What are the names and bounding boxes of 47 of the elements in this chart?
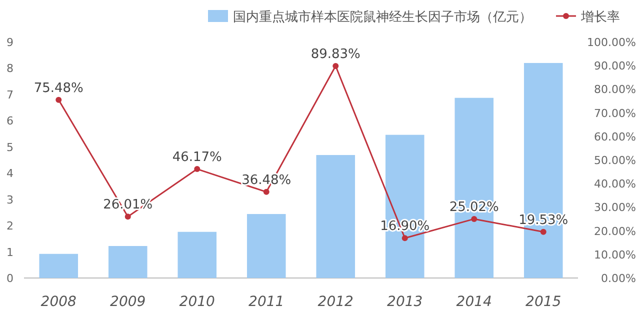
legend-label: 增长率 xyxy=(580,9,620,25)
y2-tick-label: 0.00% xyxy=(601,272,636,285)
y2-tick-label: 90.00% xyxy=(594,60,636,73)
bar xyxy=(316,155,356,278)
bar xyxy=(246,214,286,278)
point xyxy=(56,96,62,103)
y-tick-label: 9 xyxy=(6,36,14,49)
x-tick-label: 2015 xyxy=(526,294,562,310)
x-tick-label: 2009 xyxy=(110,294,146,310)
y-tick-label: 3 xyxy=(6,193,14,206)
y-tick-label: 1 xyxy=(6,246,14,259)
y2-tick-label: 60.00% xyxy=(594,130,636,144)
y2-tick-label: 40.00% xyxy=(594,178,636,191)
y2-tick-label: 20.00% xyxy=(594,224,636,238)
y-tick-label: 5 xyxy=(6,140,14,154)
y2-tick-label: 10.00% xyxy=(594,248,636,262)
y2-tick-label: 80.00% xyxy=(594,83,636,96)
x-tick-label: 2012 xyxy=(318,294,354,310)
point xyxy=(540,228,546,235)
y-tick-label: 7 xyxy=(6,88,14,102)
y-tick-label: 8 xyxy=(6,62,14,76)
point xyxy=(332,63,339,69)
point xyxy=(124,214,131,220)
y2-tick-label: 30.00% xyxy=(594,201,636,214)
x-tick-label: 2013 xyxy=(387,294,423,310)
point xyxy=(194,166,200,172)
x-tick-label: 2008 xyxy=(40,294,77,310)
bar xyxy=(39,254,78,278)
data-label: 46.17% xyxy=(172,150,222,166)
x-tick-label: 2014 xyxy=(456,294,492,310)
y-tick-label: 0 xyxy=(6,272,14,285)
y-tick-label: 2 xyxy=(6,220,14,233)
point xyxy=(263,188,270,195)
y2-tick-label: 100.00% xyxy=(587,36,636,49)
data-label: 75.48% xyxy=(34,80,84,96)
x-tick-label: 2010 xyxy=(179,294,216,310)
x-tick-label: 2011 xyxy=(248,294,284,310)
point xyxy=(402,235,408,242)
bar xyxy=(178,232,217,278)
y2-tick-label: 70.00% xyxy=(594,106,636,120)
y-tick-label: 4 xyxy=(6,167,14,180)
point xyxy=(471,216,478,222)
y-tick-label: 6 xyxy=(6,114,14,128)
data-label: 89.83% xyxy=(310,47,360,62)
y2-tick-label: 50.00% xyxy=(594,154,636,167)
legend-label: 国内重点城市样本医院鼠神经生长因子市场（亿元） xyxy=(233,10,532,25)
bar xyxy=(108,246,148,278)
